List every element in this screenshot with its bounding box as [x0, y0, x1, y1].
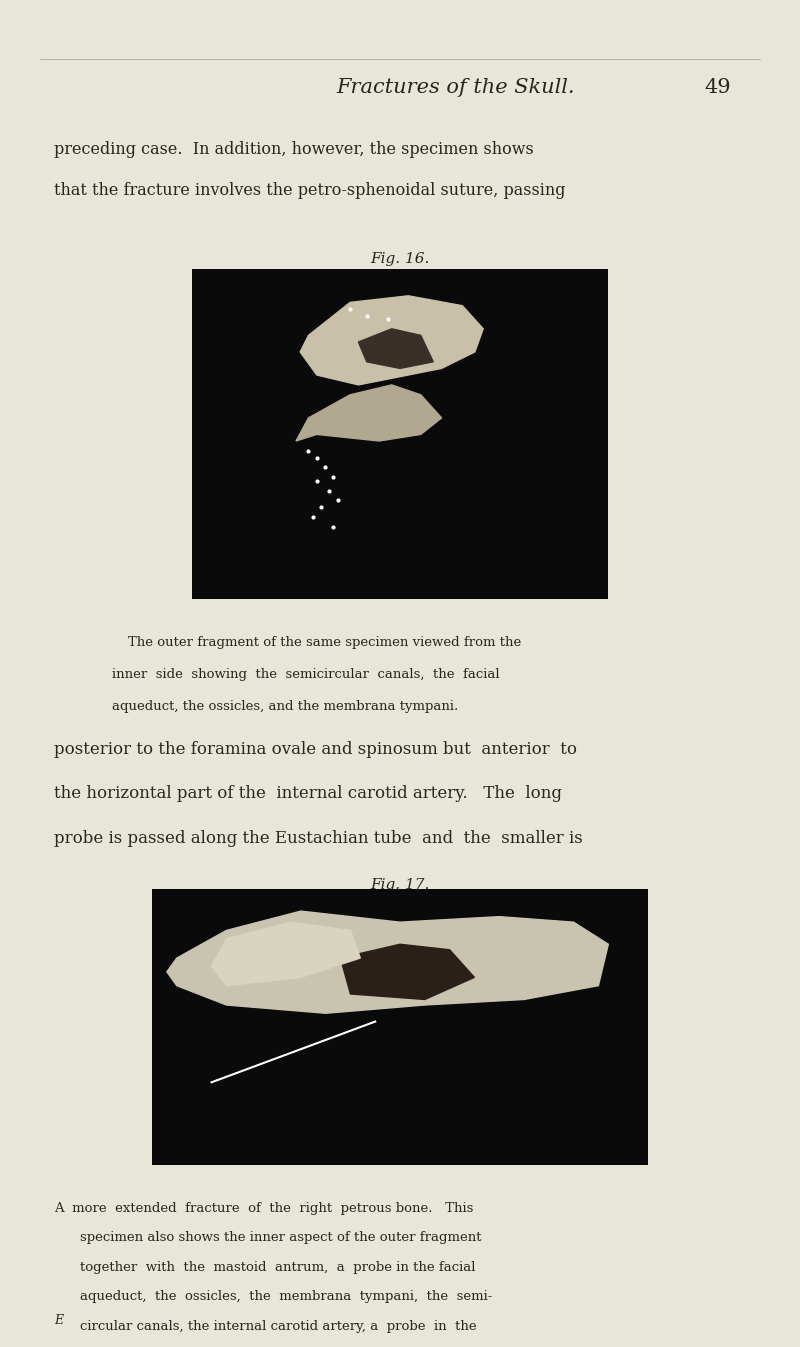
Polygon shape	[341, 944, 474, 999]
Text: that the fracture involves the petro-sphenoidal suture, passing: that the fracture involves the petro-sph…	[54, 182, 566, 199]
Text: preceding case.  In addition, however, the specimen shows: preceding case. In addition, however, th…	[54, 141, 534, 159]
Text: Fractures of the Skull.: Fractures of the Skull.	[336, 78, 574, 97]
Text: aqueduct, the ossicles, and the membrana tympani.: aqueduct, the ossicles, and the membrana…	[112, 700, 458, 714]
Text: specimen also shows the inner aspect of the outer fragment: specimen also shows the inner aspect of …	[80, 1231, 482, 1245]
Text: the horizontal part of the  internal carotid artery.   The  long: the horizontal part of the internal caro…	[54, 785, 562, 803]
Text: Fig. 17.: Fig. 17.	[370, 878, 430, 892]
Text: 49: 49	[704, 78, 730, 97]
Text: A  more  extended  fracture  of  the  right  petrous bone.   This: A more extended fracture of the right pe…	[54, 1202, 474, 1215]
Text: inner  side  showing  the  semicircular  canals,  the  facial: inner side showing the semicircular cana…	[112, 668, 500, 682]
Text: posterior to the foramina ovale and spinosum but  anterior  to: posterior to the foramina ovale and spin…	[54, 741, 578, 758]
Polygon shape	[211, 923, 360, 986]
Polygon shape	[358, 329, 434, 368]
Text: aqueduct,  the  ossicles,  the  membrana  tympani,  the  semi-: aqueduct, the ossicles, the membrana tym…	[80, 1290, 492, 1304]
Bar	[192, 269, 608, 599]
Text: probe is passed along the Eustachian tube  and  the  smaller is: probe is passed along the Eustachian tub…	[54, 830, 583, 847]
Text: The outer fragment of the same specimen viewed from the: The outer fragment of the same specimen …	[128, 636, 522, 649]
Text: together  with  the  mastoid  antrum,  a  probe in the facial: together with the mastoid antrum, a prob…	[80, 1261, 475, 1274]
Polygon shape	[300, 296, 483, 385]
Polygon shape	[296, 385, 442, 440]
Bar	[152, 889, 648, 1165]
Text: E: E	[54, 1313, 63, 1327]
Text: circular canals, the internal carotid artery, a  probe  in  the: circular canals, the internal carotid ar…	[80, 1320, 477, 1334]
Polygon shape	[167, 911, 608, 1013]
Text: Fig. 16.: Fig. 16.	[370, 252, 430, 265]
